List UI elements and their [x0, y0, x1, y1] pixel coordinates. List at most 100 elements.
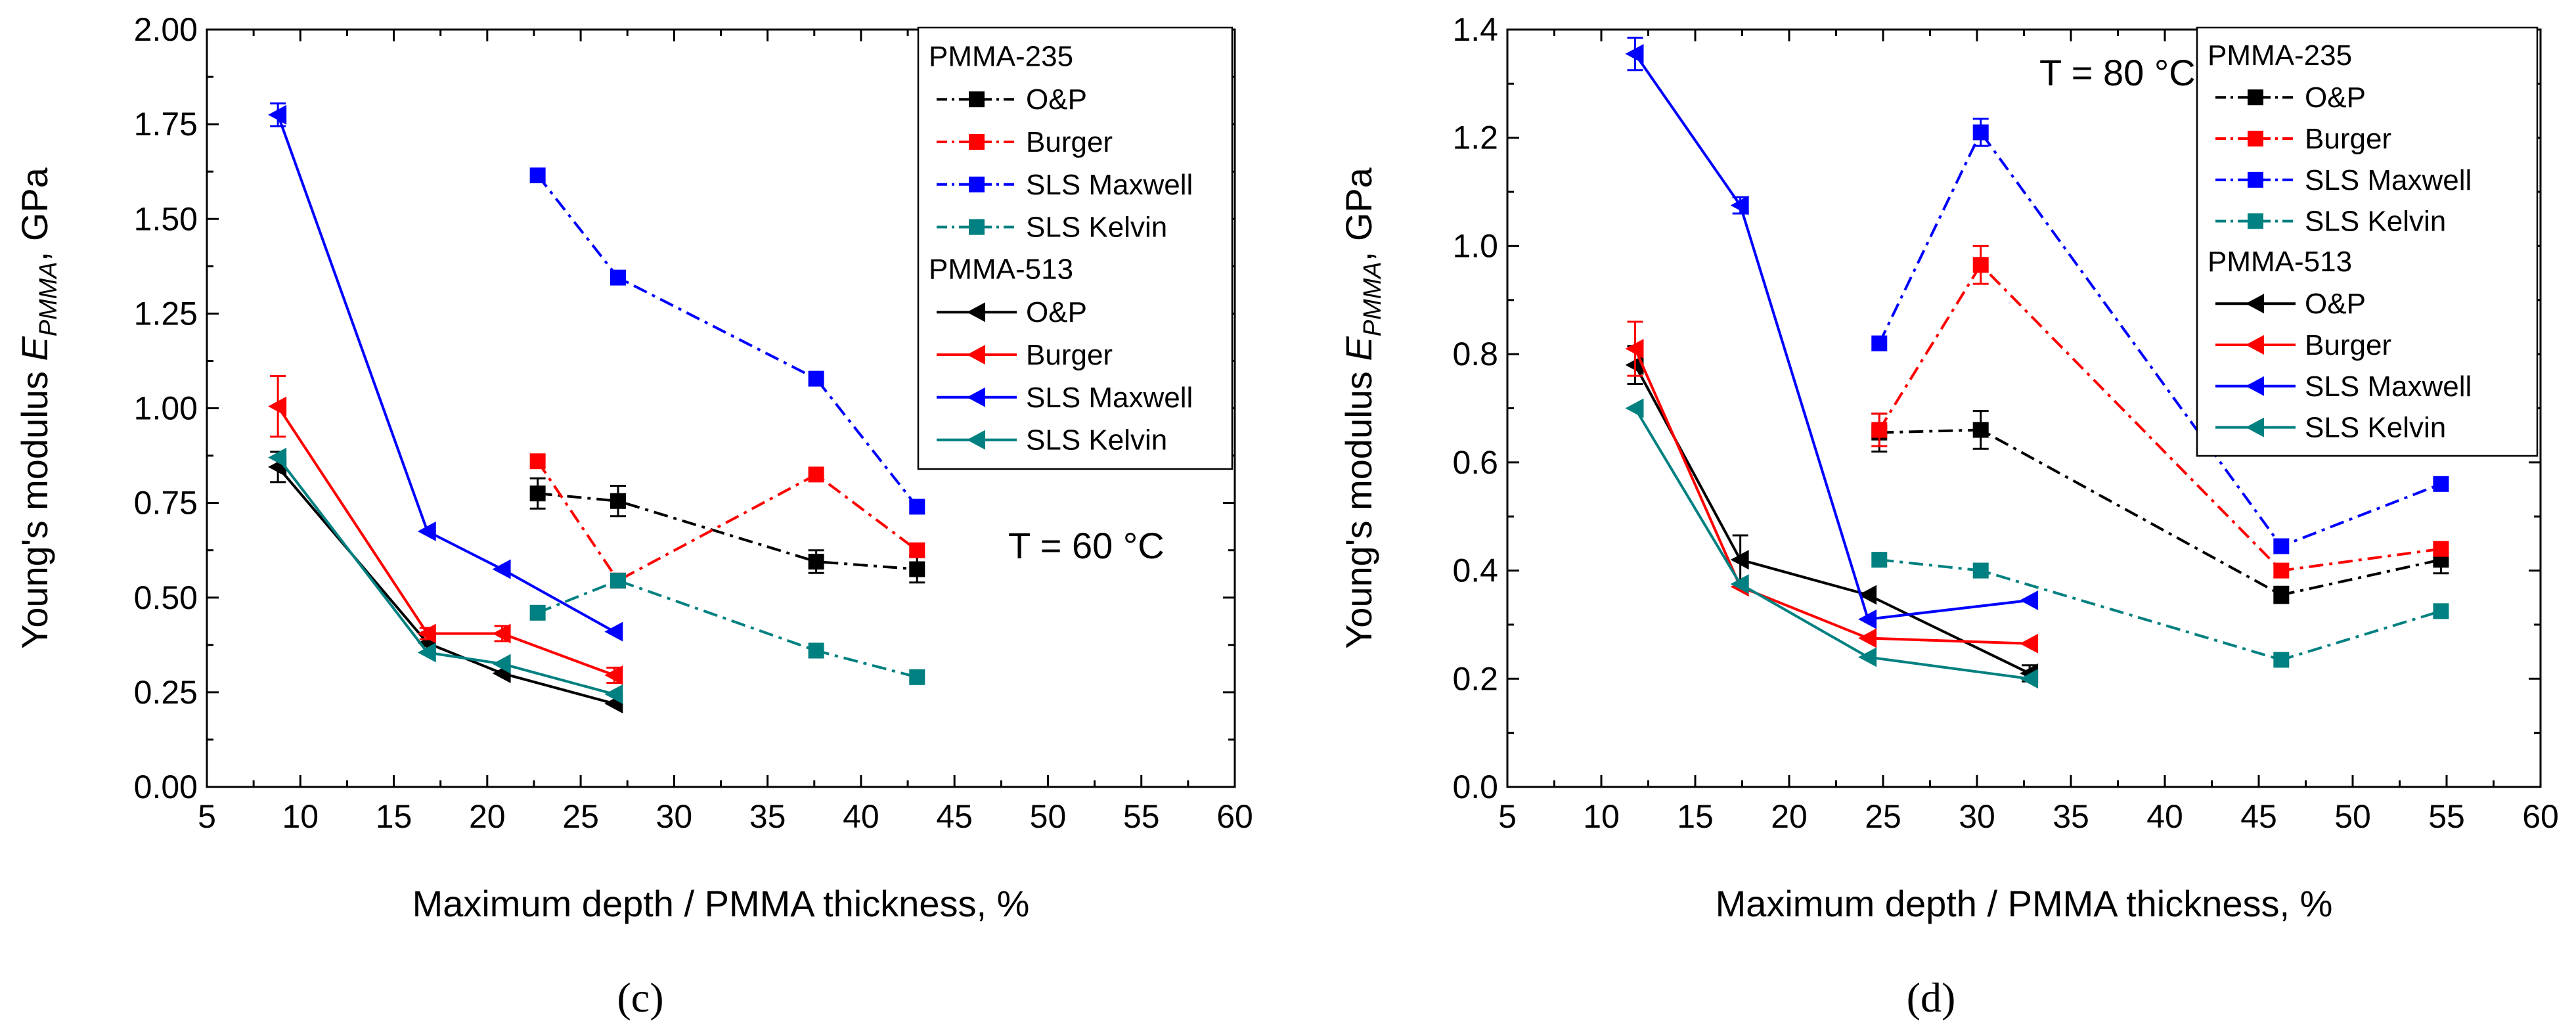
legend-marker: [2248, 131, 2263, 146]
y-tick-label: 0.6: [1452, 444, 1498, 481]
y-tick-label: 0.8: [1452, 336, 1498, 372]
data-point: [2433, 541, 2449, 557]
x-tick-label: 10: [282, 798, 319, 835]
legend-entry-label: SLS Kelvin: [1026, 424, 1167, 457]
y-axis-title: Young's modulus EPMMA, GPa: [1338, 167, 1387, 649]
legend-entry-label: SLS Maxwell: [1026, 382, 1193, 414]
x-tick-label: 35: [749, 798, 786, 835]
data-point: [2433, 476, 2449, 492]
series-pmma-235-sls-maxwell: [529, 167, 925, 515]
data-point: [417, 623, 436, 644]
data-point: [1858, 585, 1877, 605]
series-line: [1633, 53, 2030, 621]
data-point: [2273, 587, 2290, 603]
data-point: [529, 453, 546, 470]
x-tick-label: 15: [376, 798, 412, 835]
data-point: [2433, 603, 2449, 619]
data-point: [492, 654, 511, 674]
data-point: [2020, 633, 2039, 654]
data-point: [610, 572, 626, 589]
legend-marker: [969, 219, 985, 235]
data-point: [909, 542, 925, 558]
data-point: [1858, 609, 1877, 629]
legend-entry-label: O&P: [1026, 83, 1087, 116]
legend: PMMA-235 O&P Burger SLS Maxwell SLS Kelvin PM…: [917, 26, 1233, 470]
data-point: [909, 669, 925, 685]
series-line: [537, 174, 918, 508]
y-tick-label: 0.75: [134, 485, 198, 522]
series-line: [1633, 348, 2030, 645]
legend-marker: [969, 176, 985, 192]
legend-marker: [2246, 294, 2264, 314]
legend-entry-label: O&P: [2305, 81, 2366, 114]
x-axis-title: Maximum depth / PMMA thickness, %: [1716, 883, 2333, 924]
data-point: [1730, 550, 1749, 570]
data-point: [604, 684, 623, 704]
x-tick-label: 25: [1865, 798, 1901, 835]
legend-marker: [2246, 335, 2264, 355]
x-tick-label: 15: [1677, 798, 1714, 835]
legend-entry-label: Burger: [1026, 339, 1113, 371]
legend-entry-label: SLS Maxwell: [2305, 164, 2472, 196]
series-line: [1879, 558, 2442, 661]
legend-entry-label: Burger: [1026, 126, 1113, 158]
x-tick-label: 20: [1771, 798, 1808, 835]
series-pmma-235-burger: [1871, 244, 2449, 579]
x-tick-label: 45: [936, 798, 973, 835]
x-tick-label: 50: [2334, 798, 2371, 835]
y-tick-label: 1.25: [134, 295, 198, 332]
data-point: [1972, 422, 1989, 438]
panel-label: (d): [1907, 974, 1956, 1021]
y-tick-label: 0.50: [134, 579, 198, 616]
y-tick-label: 0.25: [134, 674, 198, 711]
x-tick-label: 60: [2522, 798, 2559, 835]
series-line: [1633, 364, 2030, 675]
x-tick-label: 35: [2053, 798, 2089, 835]
series-pmma-235-sls-kelvin: [1871, 552, 2449, 668]
data-point: [610, 493, 626, 509]
data-point: [417, 642, 436, 663]
series-pmma-513-sls-kelvin: [1625, 398, 2039, 689]
series-pmma-513-burger: [268, 374, 623, 685]
series-line: [1878, 129, 2442, 548]
series-pmma-513-burger: [1625, 321, 2039, 654]
data-point: [909, 561, 925, 577]
legend-marker: [967, 430, 985, 450]
x-tick-label: 55: [2428, 798, 2465, 835]
data-point: [268, 104, 287, 125]
series-pmma-235-sls-kelvin: [529, 572, 925, 685]
y-tick-label: 0.00: [134, 769, 198, 805]
data-point: [1625, 44, 1644, 64]
x-tick-label: 55: [1123, 798, 1160, 835]
series-line: [277, 114, 615, 633]
series-line: [1633, 407, 2030, 681]
data-point: [1871, 335, 1888, 351]
data-point: [1972, 124, 1989, 141]
chart-panel-d: 5 10 15 20 25 30 35 40 45 50 55 60 0.0 0.2 0.4 0.6 0.8 1.…: [1338, 11, 2559, 1021]
y-tick-label: 0.2: [1452, 660, 1498, 697]
legend-group-title: PMMA-513: [929, 254, 1073, 286]
data-point: [1730, 195, 1749, 215]
legend-group-title: PMMA-235: [929, 41, 1073, 73]
legend-entry-label: O&P: [2305, 288, 2366, 320]
y-tick-label: 1.2: [1452, 120, 1498, 156]
data-point: [1625, 398, 1644, 418]
legend-entry-label: SLS Kelvin: [2305, 412, 2446, 444]
legend-entry-label: O&P: [1026, 296, 1087, 328]
data-point: [909, 499, 925, 515]
data-point: [604, 665, 623, 685]
y-tick-label: 0.4: [1452, 552, 1498, 589]
y-tick-label: 1.00: [134, 390, 198, 427]
data-point: [492, 559, 511, 579]
series-pmma-513-sls-maxwell: [268, 102, 623, 642]
x-tick-label: 5: [1498, 798, 1517, 835]
data-point: [2273, 562, 2290, 579]
legend-marker: [967, 387, 985, 407]
legend-marker: [2248, 89, 2263, 106]
data-point: [2273, 538, 2290, 554]
legend-entry-label: SLS Maxwell: [2305, 370, 2472, 403]
x-tick-label: 25: [562, 798, 599, 835]
series-pmma-513-sls-kelvin: [268, 447, 623, 704]
legend-marker: [2246, 417, 2264, 437]
